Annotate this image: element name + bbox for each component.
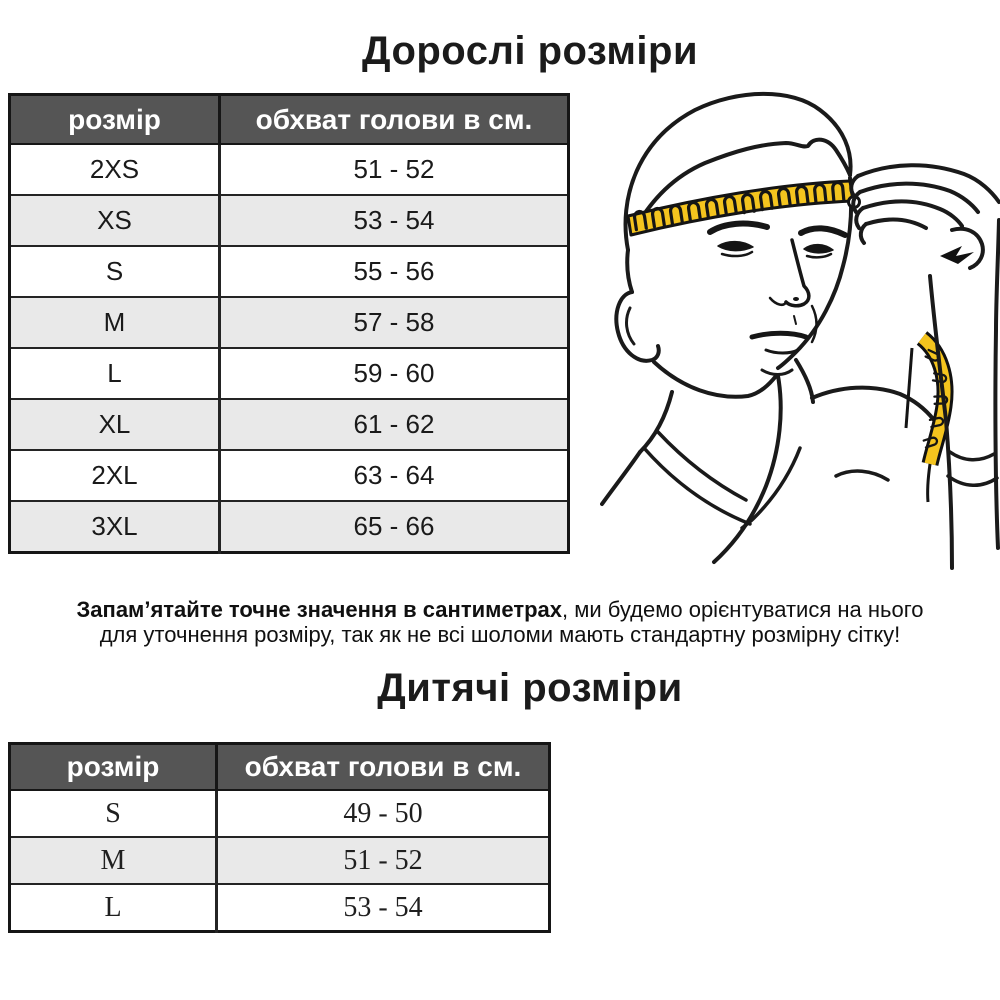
table-row: S 49 - 50	[8, 789, 551, 838]
size-cell: 2XS	[8, 143, 221, 196]
circumference-cell: 51 - 52	[218, 143, 570, 196]
table-row: L 59 - 60	[8, 347, 570, 400]
kids-sizes-title: Дитячі розміри	[377, 666, 683, 710]
left-eye	[717, 240, 754, 252]
size-cell: L	[8, 883, 218, 933]
size-cell: M	[8, 296, 221, 349]
table-row: XS 53 - 54	[8, 194, 570, 247]
circumference-cell: 53 - 54	[215, 883, 551, 933]
ear	[614, 290, 661, 363]
right-eyebrow	[798, 225, 848, 238]
circumference-cell: 51 - 52	[215, 836, 551, 885]
table-row: L 53 - 54	[8, 883, 551, 933]
circumference-cell: 61 - 62	[218, 398, 570, 451]
adult-sizes-title: Дорослі розміри	[361, 29, 699, 73]
size-cell: S	[8, 789, 218, 838]
palm-crease	[940, 246, 974, 264]
adult-sizes-table: розмір обхват голови в см. 2XS 51 - 52 X…	[8, 93, 570, 554]
circumference-header-cell: обхват голови в см.	[218, 93, 570, 145]
circumference-cell: 57 - 58	[218, 296, 570, 349]
table-row: XL 61 - 62	[8, 398, 570, 451]
circumference-cell: 49 - 50	[215, 789, 551, 838]
nose	[784, 238, 811, 308]
table-row: S 55 - 56	[8, 245, 570, 298]
table-row: 2XL 63 - 64	[8, 449, 570, 502]
mouth	[749, 330, 809, 340]
left-eyebrow	[707, 220, 770, 235]
circumference-cell: 53 - 54	[218, 194, 570, 247]
kids-table-header-row: розмір обхват голови в см.	[8, 742, 551, 791]
table-row: 3XL 65 - 66	[8, 500, 570, 554]
note-line1-rest: , ми будемо орієнтуватися на нього	[562, 597, 924, 622]
circumference-cell: 59 - 60	[218, 347, 570, 400]
table-row: M 57 - 58	[8, 296, 570, 349]
hand-and-arm	[849, 163, 1000, 570]
table-row: M 51 - 52	[8, 836, 551, 885]
circumference-header-cell: обхват голови в см.	[215, 742, 551, 791]
size-header-cell: розмір	[8, 93, 221, 145]
circumference-cell: 63 - 64	[218, 449, 570, 502]
note-bold-text: Запам’ятайте точне значення в сантиметра…	[76, 597, 563, 622]
size-cell: 3XL	[8, 500, 221, 554]
measurement-note: Запам’ятайте точне значення в сантиметра…	[0, 597, 1000, 647]
size-cell: M	[8, 836, 218, 885]
circumference-cell: 65 - 66	[218, 500, 570, 554]
head-measurement-illustration	[600, 91, 1000, 570]
size-cell: S	[8, 245, 221, 298]
right-eye	[803, 243, 834, 254]
size-cell: XL	[8, 398, 221, 451]
head-outline	[600, 91, 936, 564]
size-cell: 2XL	[8, 449, 221, 502]
table-row: 2XS 51 - 52	[8, 143, 570, 196]
kids-sizes-table: розмір обхват голови в см. S 49 - 50 M 5…	[8, 742, 551, 933]
note-line-1: Запам’ятайте точне значення в сантиметра…	[0, 597, 1000, 622]
size-cell: XS	[8, 194, 221, 247]
circumference-cell: 55 - 56	[218, 245, 570, 298]
size-cell: L	[8, 347, 221, 400]
face-features	[707, 220, 848, 355]
note-line-2: для уточнення розміру, так як не всі шол…	[99, 622, 901, 647]
size-header-cell: розмір	[8, 742, 218, 791]
adult-table-header-row: розмір обхват голови в см.	[8, 93, 570, 145]
